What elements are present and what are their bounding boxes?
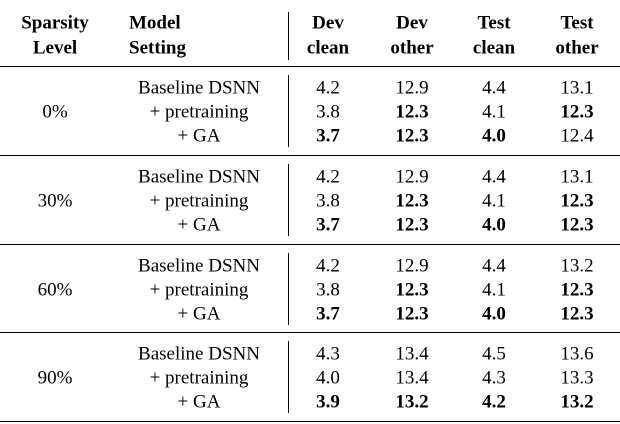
metric-cell: 12.3 — [560, 279, 594, 301]
metric-cell: 4.3 — [316, 343, 340, 365]
metric-cell: 4.4 — [482, 166, 506, 188]
header-cell: other — [555, 37, 599, 59]
metric-cell: 4.2 — [482, 391, 506, 413]
header-cell: clean — [306, 37, 350, 59]
header-cell: Dev — [396, 12, 428, 34]
metric-cell: 3.7 — [316, 214, 340, 236]
rule — [0, 66, 620, 67]
metric-cell: 3.9 — [316, 391, 340, 413]
rule — [0, 332, 620, 333]
model-setting: + GA — [177, 125, 221, 147]
metric-cell: 13.2 — [395, 391, 429, 413]
metric-cell: 4.0 — [482, 125, 506, 147]
model-setting: + pretraining — [149, 367, 249, 389]
metric-cell: 12.3 — [395, 101, 429, 123]
model-setting: + pretraining — [149, 101, 249, 123]
metric-cell: 4.5 — [482, 343, 506, 365]
metric-cell: 13.4 — [395, 343, 429, 365]
metric-cell: 12.3 — [395, 303, 429, 325]
metric-cell: 4.1 — [482, 190, 506, 212]
column-divider — [288, 12, 289, 60]
metric-cell: 3.8 — [316, 190, 340, 212]
model-setting: + GA — [177, 214, 221, 236]
column-divider — [288, 253, 289, 325]
metric-cell: 13.2 — [560, 255, 594, 277]
rule — [0, 421, 620, 422]
metric-cell: 12.3 — [395, 279, 429, 301]
metric-cell: 3.7 — [316, 125, 340, 147]
header-cell: Setting — [129, 37, 186, 59]
metric-cell: 4.4 — [482, 255, 506, 277]
rule — [0, 244, 620, 245]
metric-cell: 12.3 — [395, 214, 429, 236]
header-cell: clean — [472, 37, 516, 59]
model-setting: Baseline DSNN — [138, 255, 260, 277]
metric-cell: 12.9 — [395, 255, 429, 277]
metric-cell: 4.0 — [316, 367, 340, 389]
metric-cell: 3.7 — [316, 303, 340, 325]
metric-cell: 3.8 — [316, 279, 340, 301]
metric-cell: 12.3 — [560, 303, 594, 325]
metric-cell: 12.3 — [560, 101, 594, 123]
metric-cell: 4.3 — [482, 367, 506, 389]
model-setting: Baseline DSNN — [138, 343, 260, 365]
metric-cell: 13.6 — [560, 343, 594, 365]
metric-cell: 13.3 — [560, 367, 594, 389]
rule — [0, 155, 620, 156]
column-divider — [288, 164, 289, 236]
metric-cell: 4.2 — [316, 77, 340, 99]
model-setting: Baseline DSNN — [138, 166, 260, 188]
metric-cell: 4.1 — [482, 279, 506, 301]
model-setting: + pretraining — [149, 279, 249, 301]
metric-cell: 12.3 — [395, 190, 429, 212]
header-cell: Dev — [312, 12, 344, 34]
metric-cell: 13.4 — [395, 367, 429, 389]
model-setting: + GA — [177, 391, 221, 413]
metric-cell: 12.4 — [560, 125, 594, 147]
metric-cell: 4.2 — [316, 166, 340, 188]
model-setting: + GA — [177, 303, 221, 325]
model-setting: Baseline DSNN — [138, 77, 260, 99]
metric-cell: 13.1 — [560, 166, 594, 188]
metric-cell: 4.4 — [482, 77, 506, 99]
metric-cell: 4.0 — [482, 214, 506, 236]
sparsity-level: 0% — [42, 101, 68, 123]
header-cell: other — [390, 37, 434, 59]
metric-cell: 12.3 — [560, 214, 594, 236]
header-cell: Model — [129, 12, 181, 34]
header-cell: Level — [32, 37, 78, 59]
metric-cell: 12.3 — [560, 190, 594, 212]
metric-cell: 4.1 — [482, 101, 506, 123]
metric-cell: 13.1 — [560, 77, 594, 99]
column-divider — [288, 75, 289, 147]
sparsity-level: 90% — [37, 367, 73, 389]
column-divider — [288, 341, 289, 413]
metric-cell: 13.2 — [560, 391, 594, 413]
metric-cell: 12.9 — [395, 77, 429, 99]
header-cell: Test — [477, 12, 511, 34]
metric-cell: 12.9 — [395, 166, 429, 188]
metric-cell: 3.8 — [316, 101, 340, 123]
sparsity-level: 30% — [37, 190, 73, 212]
header-cell: Test — [560, 12, 594, 34]
sparsity-level: 60% — [37, 279, 73, 301]
model-setting: + pretraining — [149, 190, 249, 212]
metric-cell: 4.0 — [482, 303, 506, 325]
header-cell: Sparsity — [21, 12, 89, 34]
metric-cell: 12.3 — [395, 125, 429, 147]
metric-cell: 4.2 — [316, 255, 340, 277]
